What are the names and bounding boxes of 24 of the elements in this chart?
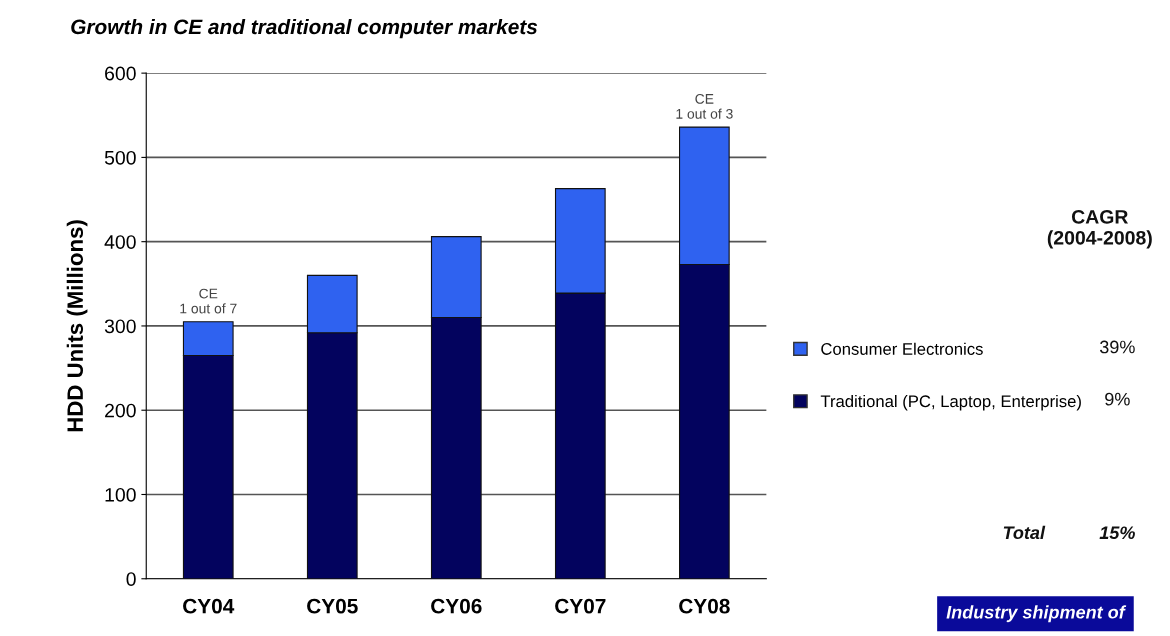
chart-title: Growth in CE and traditional computer markets — [71, 18, 538, 39]
legend-label: Traditional (PC, Laptop, Enterprise) — [820, 394, 1081, 411]
text: 15% — [1099, 526, 1135, 540]
y-tick-label: 400 — [104, 235, 136, 249]
x-tick-label: CY06 — [431, 598, 482, 614]
text: Industry shipment of — [946, 605, 1127, 623]
text: 39% — [1099, 340, 1135, 354]
x-tick-label: CY07 — [555, 598, 606, 614]
y-tick-label: 100 — [105, 487, 136, 502]
annotation: CE 1 out of 7 — [180, 288, 237, 314]
y-tick-label: 500 — [104, 150, 136, 165]
y-tick-label: 300 — [104, 319, 136, 334]
legend-label: Consumer Electronics — [821, 342, 983, 355]
annotation: CE 1 out of 3 — [676, 93, 733, 119]
y-axis-title: HDD Units (Millions) — [66, 220, 88, 432]
y-tick-label: 600 — [105, 66, 136, 81]
x-tick-label: CY04 — [183, 598, 235, 614]
x-tick-label: CY08 — [679, 598, 730, 614]
text: 9% — [1105, 392, 1130, 406]
text: Total — [1003, 525, 1046, 540]
text: CAGR (2004-2008) — [1047, 209, 1152, 249]
y-tick-label: 0 — [126, 572, 136, 586]
x-tick-label: CY05 — [307, 598, 358, 614]
y-tick-label: 200 — [105, 403, 136, 418]
